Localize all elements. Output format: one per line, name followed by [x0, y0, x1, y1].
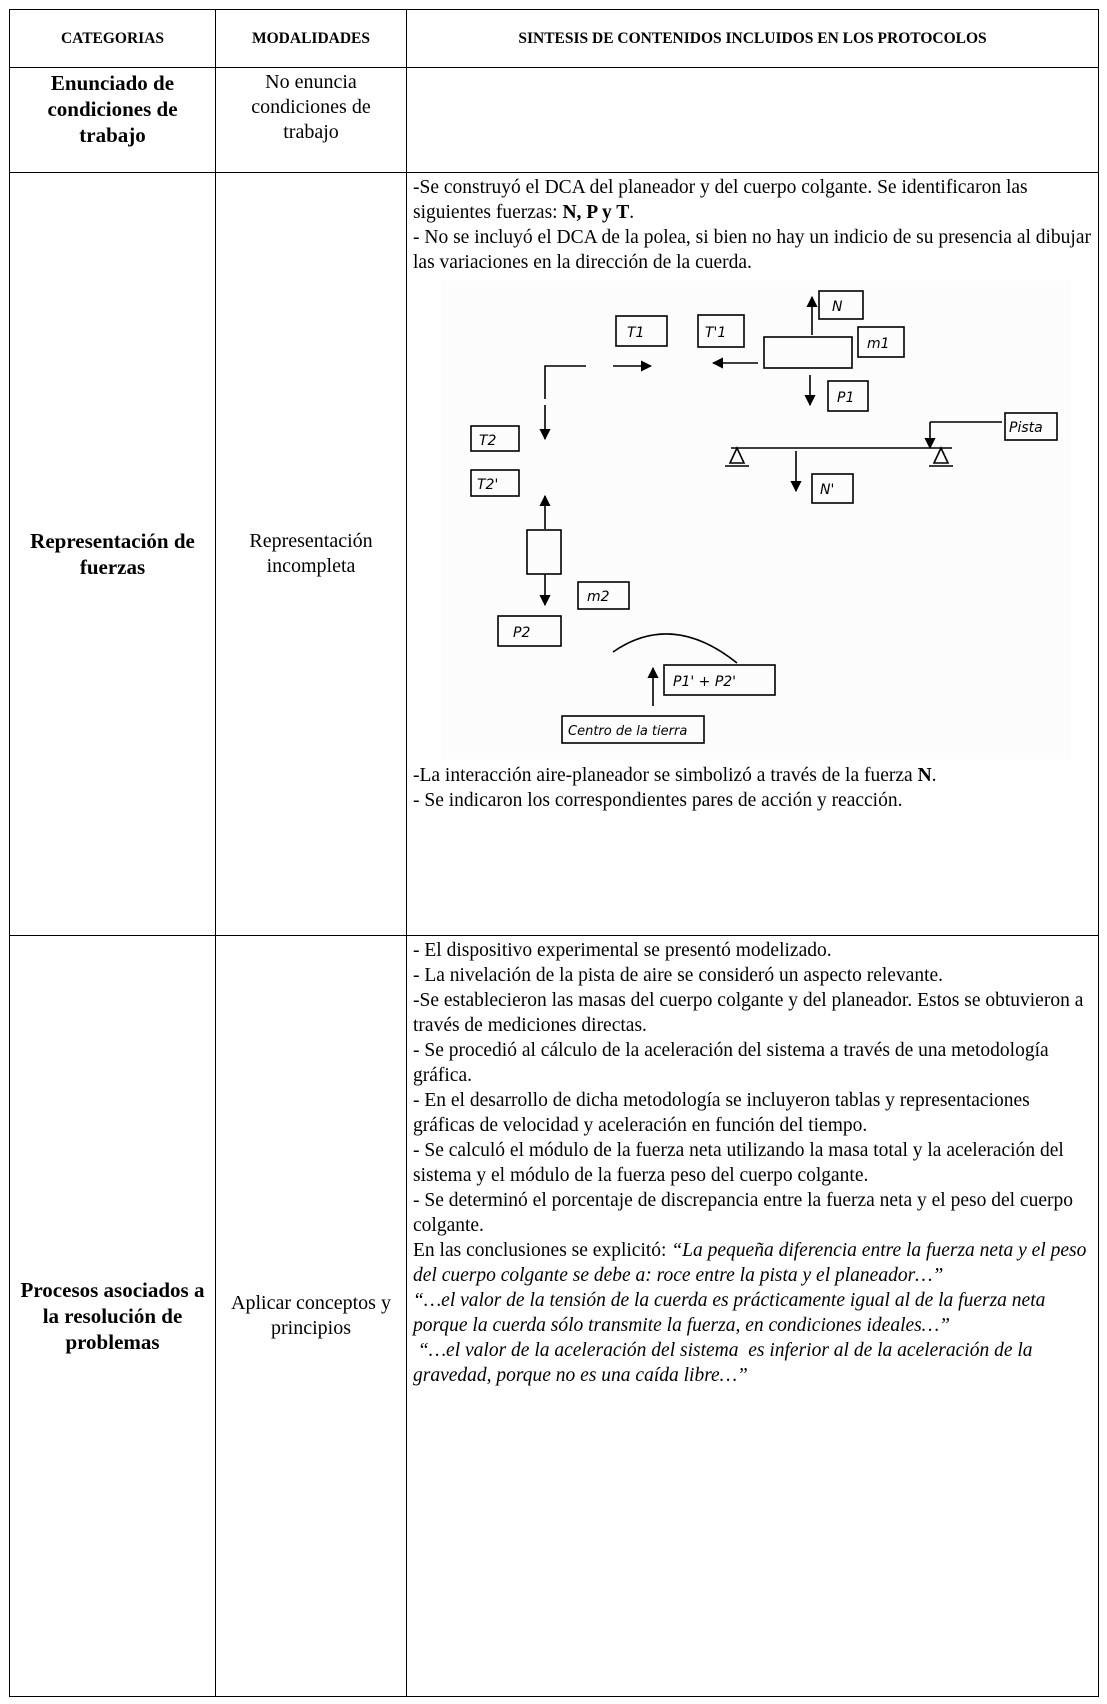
diagram-labels: T1 T'1 N m1 P1 Pista T2 T2' N' m2 P2 P1'…: [477, 299, 1043, 739]
paragraph: - Se procedió al cálculo de la aceleraci…: [413, 1038, 1092, 1088]
paragraph: -Se construyó el DCA del planeador y del…: [413, 175, 1092, 225]
text: -Se construyó el DCA del planeador y del…: [413, 177, 1028, 223]
paragraph: - El dispositivo experimental se present…: [413, 938, 1092, 963]
table: CATEGORIAS MODALIDADES SINTESIS DE CONTE…: [9, 9, 1099, 1697]
text: En las conclusiones se explicitó:: [413, 1240, 672, 1261]
modality: Representación incompleta: [215, 172, 407, 936]
header-cell: SINTESIS DE CONTENIDOS INCLUIDOS EN LOS …: [406, 9, 1099, 68]
text: - No se incluyó el DCA de la polea, si b…: [413, 227, 1091, 273]
bold-text: N, P y T: [562, 202, 630, 223]
text: - El dispositivo experimental se present…: [413, 940, 832, 961]
label: T2': [477, 477, 498, 493]
paragraph: - En el desarrollo de dicha metodología …: [413, 1088, 1092, 1138]
label: N: [832, 299, 843, 315]
category: Enunciado de condiciones de trabajo: [9, 67, 216, 173]
quote: “…el valor de la aceleración del sistema…: [413, 1340, 1038, 1386]
header-row: CATEGORIAS MODALIDADES SINTESIS DE CONTE…: [9, 9, 1099, 68]
label: P1: [837, 390, 854, 406]
paragraph: -Se establecieron las masas del cuerpo c…: [413, 988, 1092, 1038]
paragraph: - La nivelación de la pista de aire se c…: [413, 963, 1092, 988]
label: T'1: [705, 325, 726, 341]
row: Procesos asociados a la resolución de pr…: [9, 935, 1099, 1697]
content: -Se construyó el DCA del planeador y del…: [406, 172, 1099, 936]
paragraph: - Se indicaron los correspondientes pare…: [413, 788, 1092, 813]
paragraph: En las conclusiones se explicitó: “La pe…: [413, 1238, 1092, 1288]
text: - Se calculó el módulo de la fuerza neta…: [413, 1140, 1064, 1186]
row: Representación de fuerzas Representación…: [9, 172, 1099, 936]
label: N': [820, 482, 834, 498]
header-cell: MODALIDADES: [215, 9, 407, 68]
label: m1: [867, 336, 890, 352]
label: T2: [479, 433, 497, 449]
text: -La interacción aire-planeador se simbol…: [413, 765, 918, 786]
label: T1: [627, 325, 644, 341]
label: Centro de la tierra: [568, 724, 687, 739]
quote: “La pequeña diferencia entre la fuerza n…: [413, 1240, 1087, 1286]
text: - Se indicaron los correspondientes pare…: [413, 790, 903, 811]
content: - El dispositivo experimental se present…: [406, 935, 1099, 1697]
label: P2: [513, 625, 530, 641]
text: - La nivelación de la pista de aire se c…: [413, 965, 944, 986]
force-diagram: T1 T'1 N m1 P1 Pista T2 T2' N' m2 P2 P1'…: [441, 281, 1071, 759]
text: .: [629, 202, 635, 223]
text: .: [931, 765, 937, 786]
text: - Se procedió al cálculo de la aceleraci…: [413, 1040, 1049, 1086]
paragraph: “…el valor de la tensión de la cuerda es…: [413, 1288, 1092, 1338]
text: - Se determinó el porcentaje de discrepa…: [413, 1190, 1073, 1236]
header-cell: CATEGORIAS: [9, 9, 216, 68]
label: m2: [587, 589, 610, 605]
paragraph: -La interacción aire-planeador se simbol…: [413, 763, 1092, 788]
text: -Se establecieron las masas del cuerpo c…: [413, 990, 1084, 1036]
modality: No enuncia condiciones de trabajo: [215, 67, 407, 173]
label: P1' + P2': [673, 674, 736, 690]
row: Enunciado de condiciones de trabajo No e…: [9, 67, 1099, 173]
quote: “…el valor de la tensión de la cuerda es…: [413, 1290, 1046, 1336]
text: - En el desarrollo de dicha metodología …: [413, 1090, 1030, 1136]
category: Representación de fuerzas: [9, 172, 216, 936]
modality: Aplicar conceptos y principios: [215, 935, 407, 1697]
paragraph: - Se calculó el módulo de la fuerza neta…: [413, 1138, 1092, 1188]
paragraph: “…el valor de la aceleración del sistema…: [413, 1338, 1092, 1388]
bold-text: N: [917, 765, 932, 786]
category: Procesos asociados a la resolución de pr…: [9, 935, 216, 1697]
content: [406, 67, 1099, 173]
label: Pista: [1009, 420, 1043, 436]
paragraph: - No se incluyó el DCA de la polea, si b…: [413, 225, 1092, 275]
paragraph: - Se determinó el porcentaje de discrepa…: [413, 1188, 1092, 1238]
